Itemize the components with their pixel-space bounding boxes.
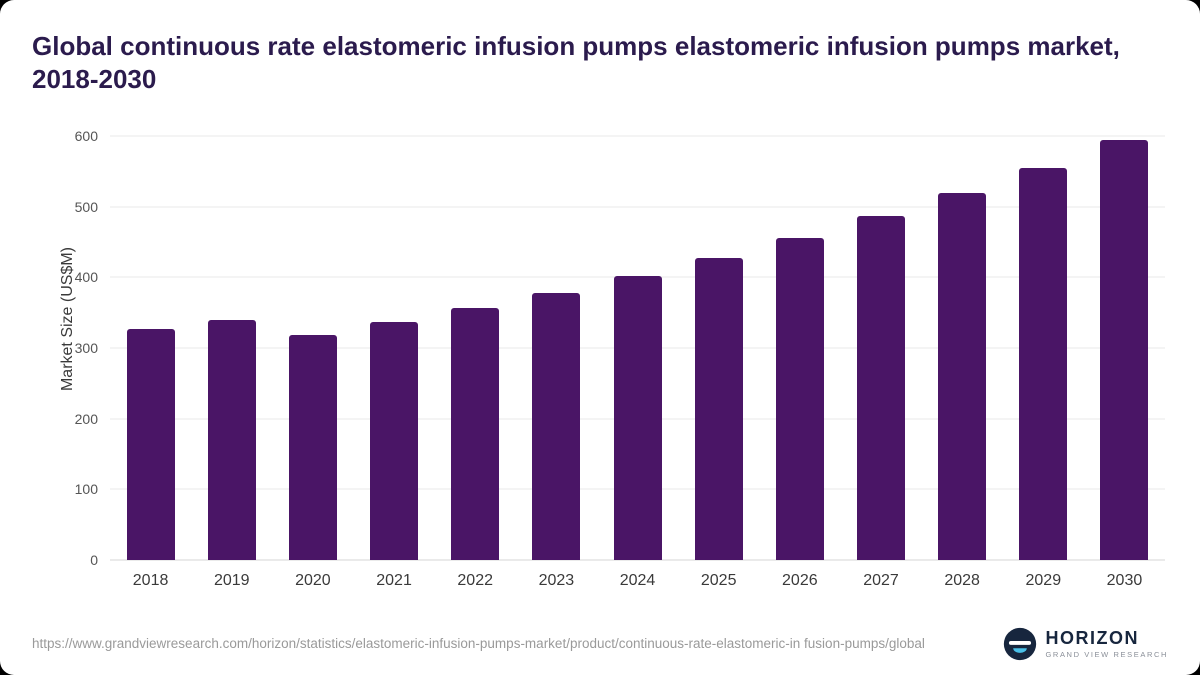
y-tick-400: 400 [74, 269, 98, 286]
bar-slot-2020 [272, 136, 353, 560]
page-title: Global continuous rate elastomeric infus… [32, 31, 1120, 94]
logo-subtitle: GRAND VIEW RESEARCH [1045, 650, 1168, 659]
gridline-0 [110, 559, 1165, 561]
bar-slot-2021 [353, 136, 434, 560]
x-label-2025: 2025 [700, 572, 737, 589]
x-label-2018: 2018 [132, 572, 169, 589]
plot-area: 0 100 200 300 400 500 600 [75, 128, 1165, 568]
bar-2020 [288, 334, 337, 560]
bar-slot-2029 [1003, 136, 1084, 560]
bar-slot-2022 [435, 136, 516, 560]
bar-slot-2019 [191, 136, 272, 560]
bar-2019 [207, 319, 256, 560]
bar-2029 [1019, 167, 1068, 560]
bar-slot-2030 [1084, 136, 1165, 560]
bar-2028 [938, 193, 987, 560]
x-label-2024: 2024 [619, 572, 656, 589]
x-label-2021: 2021 [376, 572, 412, 589]
bar-2022 [451, 307, 500, 560]
y-tick-200: 200 [74, 410, 98, 427]
horizon-logo: HORIZON GRAND VIEW RESEARCH [1003, 627, 1169, 661]
bar-2025 [694, 257, 743, 560]
gridline-500 [110, 206, 1165, 208]
horizon-eye-icon [1003, 627, 1037, 661]
x-label-2029: 2029 [1025, 572, 1062, 589]
bar-chart: Market Size (US$M) 0 100 200 300 400 500 600 2… [0, 118, 1200, 590]
y-tick-300: 300 [74, 340, 98, 356]
y-tick-100: 100 [74, 481, 98, 498]
bar-2021 [370, 321, 419, 560]
bar-2027 [856, 215, 905, 560]
y-tick-600: 600 [74, 128, 98, 144]
bar-2026 [775, 238, 824, 560]
bar-slot-2026 [759, 136, 840, 560]
x-label-2020: 2020 [295, 572, 331, 589]
bar-2024 [613, 275, 662, 560]
bar-slot-2023 [516, 136, 597, 560]
gridline-600 [110, 135, 1165, 137]
logo-name: HORIZON [1045, 628, 1139, 648]
y-tick-0: 0 [90, 552, 98, 568]
bar-slot-2027 [840, 136, 921, 560]
bar-2018 [126, 328, 175, 560]
chart-area: 0 100 200 300 400 500 600 2018 2019 2020 2021 2022… [75, 128, 1165, 590]
bars-container [110, 136, 1165, 560]
bar-2030 [1100, 139, 1149, 560]
bar-slot-2025 [678, 136, 759, 560]
bar-slot-2018 [110, 136, 191, 560]
x-label-2023: 2023 [538, 572, 575, 589]
x-label-2022: 2022 [457, 572, 493, 589]
bar-2023 [532, 292, 581, 560]
x-label-2030: 2030 [1106, 572, 1143, 589]
footer: https://www.grandviewresearch.com/horizo… [32, 627, 1168, 661]
x-label-2019: 2019 [213, 572, 250, 589]
bar-slot-2028 [922, 136, 1003, 560]
bar-slot-2024 [597, 136, 678, 560]
x-label-2026: 2026 [782, 572, 818, 589]
logo-text: HORIZON GRAND VIEW RESEARCH [1046, 629, 1169, 659]
x-axis-labels: 2018 2019 2020 2021 2022 2023 2024 2025 2026 2027… [110, 572, 1165, 590]
x-label-2028: 2028 [944, 572, 980, 589]
source-url: https://www.grandviewresearch.com/horizo… [32, 635, 925, 651]
x-label-2027: 2027 [863, 572, 899, 589]
y-tick-500: 500 [74, 198, 98, 215]
